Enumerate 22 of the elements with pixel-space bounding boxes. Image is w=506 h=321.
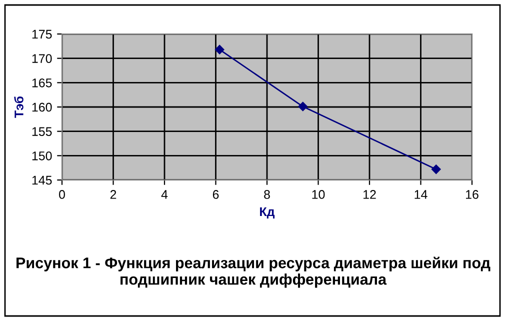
text: Рисунок 1 - Функция реализации ресурса диаметра шейки под подшипник чашек дифференциала [16,256,490,288]
x-tick-label: 14 [414,190,428,199]
y-tick-label: 160 [32,102,52,112]
x-tick-label: 4 [161,190,168,199]
y-tick-label: 165 [32,78,52,88]
point [298,102,308,112]
point [432,164,441,174]
y-tick-label: 150 [32,151,52,160]
x-tick-label: 0 [59,190,65,199]
x-tick-label: 12 [364,190,376,199]
x-tick-label: 10 [312,190,325,199]
y-tick-label: 155 [32,127,52,136]
x-tick-label: 6 [212,190,219,199]
y-tick-label: 175 [32,30,52,39]
y-tick-label: 170 [32,54,52,63]
point [214,44,224,54]
x-tick-label: 16 [466,190,478,199]
x-axis-title: Кд [260,207,275,218]
y-tick-label: 145 [32,176,52,185]
x-tick-label: 2 [110,190,116,199]
x-tick-label: 8 [264,190,270,199]
y-axis-title: Тэб [14,96,24,118]
